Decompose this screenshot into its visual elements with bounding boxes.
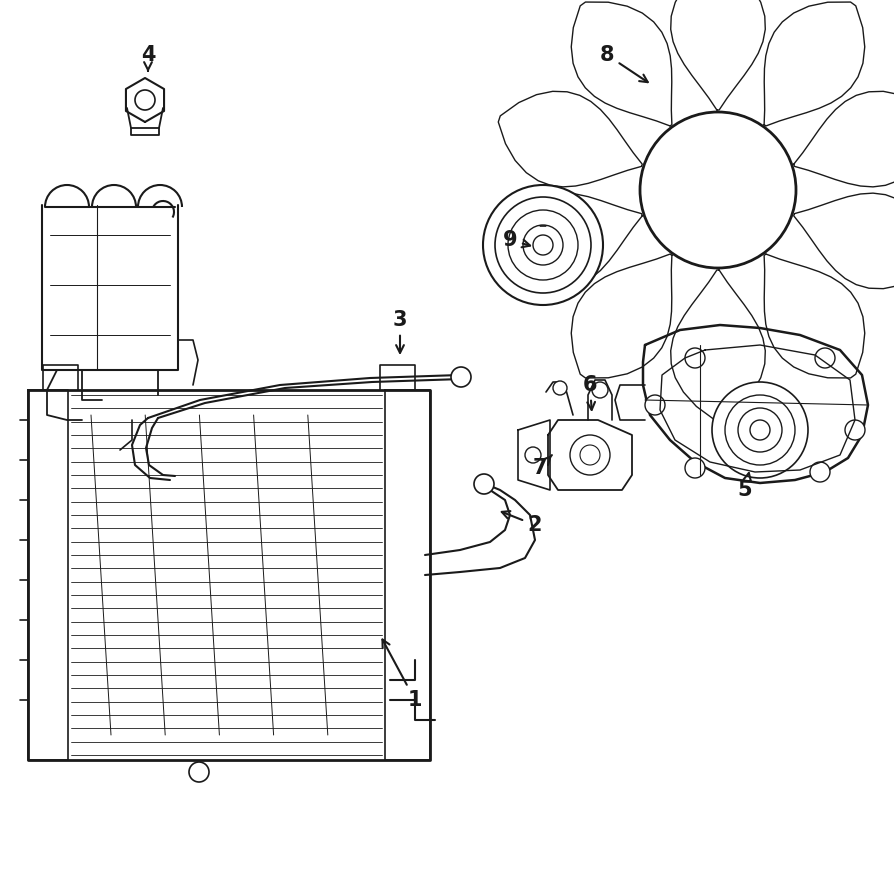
Polygon shape	[764, 2, 864, 126]
Text: 5: 5	[738, 473, 753, 500]
Circle shape	[767, 184, 779, 196]
Circle shape	[483, 185, 603, 305]
Circle shape	[710, 182, 726, 198]
Circle shape	[474, 474, 494, 494]
Polygon shape	[498, 193, 642, 289]
Circle shape	[729, 132, 741, 144]
Polygon shape	[670, 270, 765, 420]
Circle shape	[645, 395, 665, 415]
Circle shape	[712, 382, 808, 478]
Circle shape	[525, 447, 541, 463]
Polygon shape	[498, 91, 642, 187]
Circle shape	[640, 112, 796, 268]
Circle shape	[729, 236, 741, 248]
Text: 3: 3	[392, 310, 408, 353]
Circle shape	[451, 367, 471, 387]
Polygon shape	[794, 91, 894, 187]
Circle shape	[738, 408, 782, 452]
Circle shape	[668, 152, 679, 164]
Text: 7: 7	[533, 455, 552, 478]
Text: 4: 4	[140, 45, 156, 71]
Circle shape	[508, 210, 578, 280]
Circle shape	[700, 172, 736, 208]
Circle shape	[533, 235, 553, 255]
Circle shape	[592, 382, 608, 398]
Circle shape	[643, 115, 793, 265]
Circle shape	[845, 420, 865, 440]
Circle shape	[815, 348, 835, 368]
Circle shape	[135, 90, 155, 110]
Polygon shape	[571, 2, 672, 126]
Text: 2: 2	[502, 511, 543, 535]
Circle shape	[570, 435, 610, 475]
Circle shape	[655, 127, 781, 253]
Circle shape	[523, 225, 563, 265]
Circle shape	[685, 348, 705, 368]
Polygon shape	[794, 193, 894, 289]
Circle shape	[580, 445, 600, 465]
Circle shape	[495, 197, 591, 293]
Text: 9: 9	[502, 230, 530, 250]
Circle shape	[189, 762, 209, 782]
Circle shape	[750, 420, 770, 440]
Circle shape	[685, 157, 751, 223]
Polygon shape	[670, 0, 765, 110]
Polygon shape	[764, 254, 864, 378]
Polygon shape	[571, 254, 672, 378]
Text: 1: 1	[383, 639, 422, 710]
Text: 6: 6	[583, 375, 597, 410]
Circle shape	[725, 395, 795, 465]
Text: 8: 8	[600, 45, 648, 82]
Circle shape	[553, 381, 567, 395]
Circle shape	[810, 462, 830, 482]
Circle shape	[668, 217, 679, 228]
Circle shape	[685, 458, 705, 478]
Circle shape	[671, 143, 765, 237]
